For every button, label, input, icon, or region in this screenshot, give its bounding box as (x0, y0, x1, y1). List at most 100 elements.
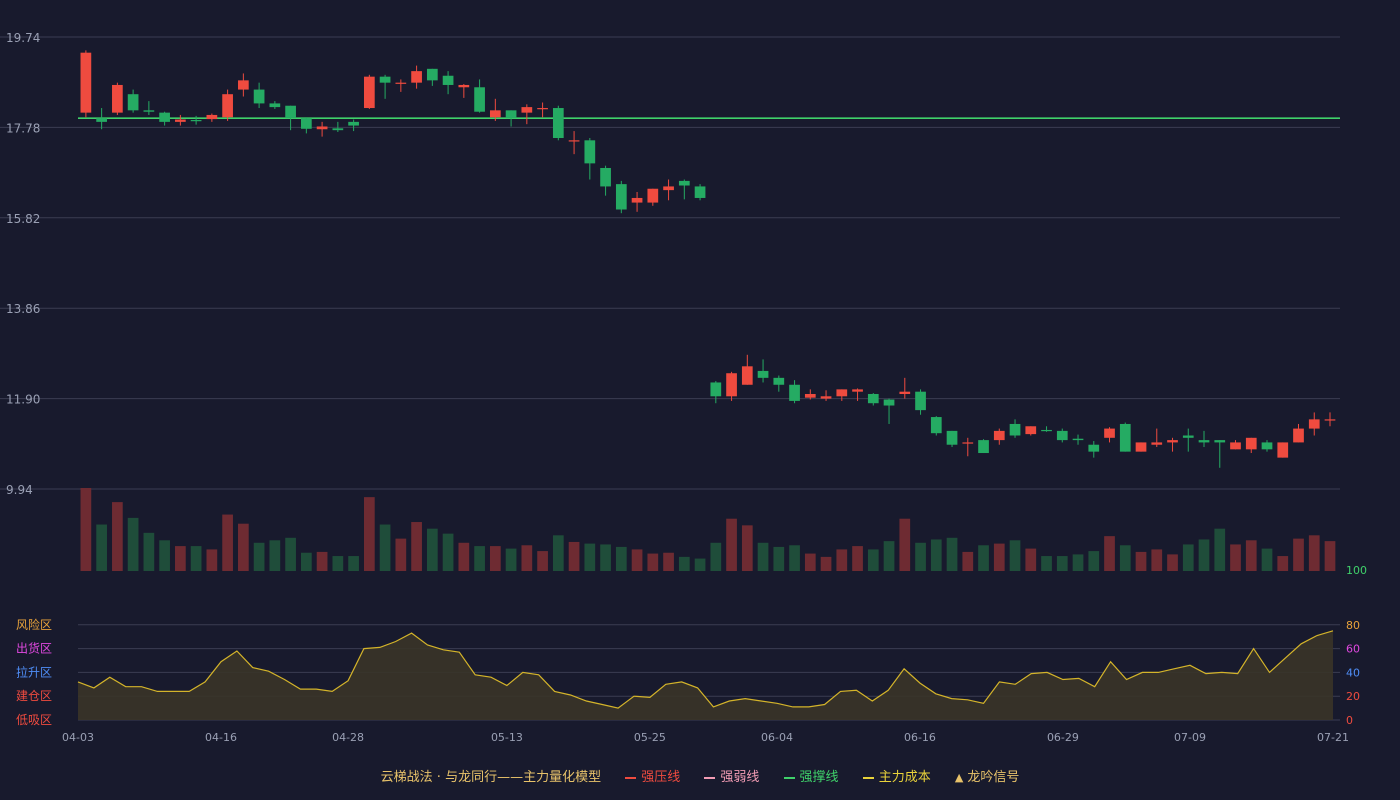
candle-body (867, 393, 879, 404)
volume-bar (946, 537, 958, 571)
chart-canvas: 19.74 17.78 15.82 13.86 11.90 9.94 0 20 40 60 80 1… (0, 31, 1367, 744)
volume-bar (80, 488, 92, 571)
volume-bar (269, 540, 281, 571)
candle-body (1277, 442, 1289, 458)
candle-body (710, 382, 722, 397)
legend-item-cost[interactable]: 主力成本 (862, 766, 931, 785)
volume-bar (631, 549, 643, 571)
volume-bar (694, 558, 706, 571)
candle-body (411, 71, 422, 83)
candle-body (96, 118, 107, 122)
volume-bar (505, 548, 517, 571)
candle-body (1198, 440, 1210, 443)
volume-bar (1230, 544, 1241, 571)
volume-bar (867, 549, 879, 571)
candle-body (615, 184, 627, 210)
x-tick-label: 07-21 (1317, 731, 1349, 744)
price-grid: 19.74 17.78 15.82 13.86 11.90 9.94 (0, 31, 1340, 497)
volume-bar (238, 523, 249, 571)
candle-body (899, 391, 911, 394)
indicator-area (77, 630, 1334, 720)
volume-bar (285, 537, 296, 571)
candle-body (962, 442, 974, 444)
candle-body (1025, 426, 1037, 435)
volume-bar (96, 524, 107, 571)
volume-bar (127, 517, 139, 571)
volume-bar (600, 544, 611, 571)
candle-body (993, 430, 1005, 441)
volume-bar (993, 543, 1005, 571)
legend-item-strength[interactable]: 强弱线 (704, 766, 759, 785)
x-tick-label: 04-28 (332, 731, 364, 744)
volume-bar (1277, 556, 1289, 571)
candle-body (505, 110, 517, 119)
x-tick-label: 06-16 (904, 731, 936, 744)
volume-bar (1151, 549, 1163, 571)
triangle-icon: ▲ (954, 771, 964, 784)
volume-bar (1119, 545, 1131, 571)
volume-bar (710, 542, 722, 571)
candle-body (1088, 444, 1100, 452)
candle-body (190, 120, 202, 122)
candle-body (600, 167, 611, 187)
volume-bar (883, 541, 895, 571)
zone-label: 低吸区 (16, 713, 52, 727)
volume-bar (474, 546, 485, 571)
candle-body (253, 89, 265, 104)
volume-bar (1214, 528, 1226, 571)
volume-bar (521, 545, 533, 571)
zone-label: 建仓区 (16, 689, 52, 703)
candle-body (647, 188, 659, 203)
candle-body (300, 118, 312, 129)
candle-body (741, 366, 753, 385)
legend-label-strength: 强弱线 (720, 770, 760, 785)
volume-bar (159, 540, 170, 571)
indicator-tick-label: 20 (1346, 690, 1360, 703)
volume-bar (442, 533, 454, 571)
volume-bar (773, 546, 785, 571)
volume-bar (143, 532, 155, 571)
volume-bar (316, 551, 328, 571)
volume-bar (663, 552, 674, 571)
indicator-tick-label: 0 (1346, 714, 1353, 727)
legend-item-signal[interactable]: ▲ 龙吟信号 (955, 766, 1019, 785)
volume-bar (1104, 536, 1115, 571)
legend-item-support[interactable]: 强撑线 (783, 766, 839, 785)
x-tick-label: 06-29 (1047, 731, 1079, 744)
candle-body (773, 377, 785, 385)
legend-item-resistance[interactable]: 强压线 (625, 766, 680, 785)
candle-body (316, 126, 328, 130)
candle-body (1324, 419, 1336, 421)
candle-body (80, 52, 92, 113)
candle-body (442, 75, 454, 85)
legend-label-signal: 龙吟信号 (967, 770, 1020, 785)
volume-bar (852, 546, 863, 571)
zone-label: 风险区 (16, 617, 52, 632)
volume-bar (1135, 551, 1147, 571)
zone-label: 出货区 (16, 641, 52, 656)
candle-body (1056, 430, 1068, 441)
indicator-tick-label: 60 (1346, 643, 1360, 656)
candle-body (820, 396, 832, 399)
candle-body (379, 76, 391, 83)
candle-body (883, 399, 895, 406)
volume-bar (836, 549, 848, 571)
candle-body (1214, 440, 1226, 443)
price-tick-label: 15.82 (6, 212, 40, 226)
candle-body (804, 393, 816, 398)
x-tick-label: 04-03 (62, 731, 94, 744)
candle-body (395, 82, 407, 84)
candle-body (757, 370, 769, 378)
candle-body (1151, 442, 1163, 445)
volume-bar (1308, 535, 1320, 571)
indicator-tick-label: 80 (1346, 619, 1360, 632)
candle-body (568, 140, 580, 142)
candle-body (1245, 437, 1257, 450)
volume-bar (1245, 540, 1257, 571)
volume-bar (379, 524, 391, 571)
volume-bar (1009, 540, 1021, 571)
candle-body (1182, 435, 1194, 438)
volume-bar (741, 525, 753, 571)
volume-bar (411, 522, 422, 571)
candle-body (552, 108, 564, 139)
